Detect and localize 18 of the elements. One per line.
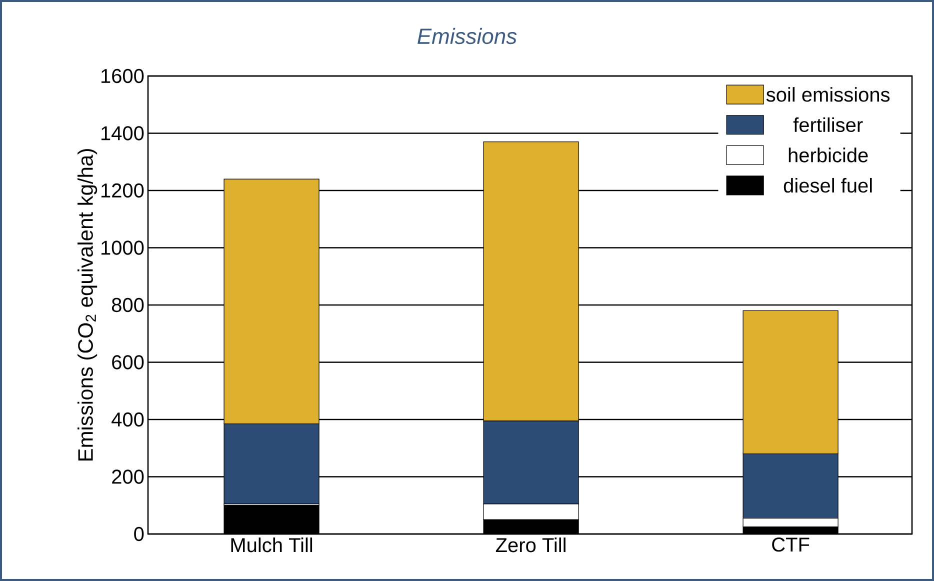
y-tick-label: 1000 bbox=[101, 240, 144, 255]
chart-title: Emissions bbox=[418, 28, 517, 44]
y-tick-label: 800 bbox=[112, 298, 144, 312]
y-tick-label: 1200 bbox=[101, 183, 144, 198]
legend-label: soil emissions bbox=[766, 87, 890, 102]
legend-label: diesel fuel bbox=[784, 178, 872, 193]
y-tick-label: 600 bbox=[112, 355, 144, 370]
legend-label: fertiliser bbox=[793, 117, 863, 132]
x-tick-label: Zero Till bbox=[496, 538, 566, 552]
y-tick-label: 400 bbox=[112, 412, 144, 427]
x-tick-label: CTF bbox=[772, 538, 810, 552]
y-tick-label: 1600 bbox=[101, 68, 144, 84]
y-tick-label: 0 bbox=[134, 526, 144, 542]
y-tick-label: 1400 bbox=[101, 126, 144, 140]
legend-label: herbicide bbox=[788, 148, 868, 162]
x-tick-label: Mulch Till bbox=[231, 538, 312, 552]
y-tick-label: 200 bbox=[112, 470, 144, 484]
y-axis-title: Emissions (CO$_{2}$ equivalent kg/ha) bbox=[78, 149, 98, 461]
